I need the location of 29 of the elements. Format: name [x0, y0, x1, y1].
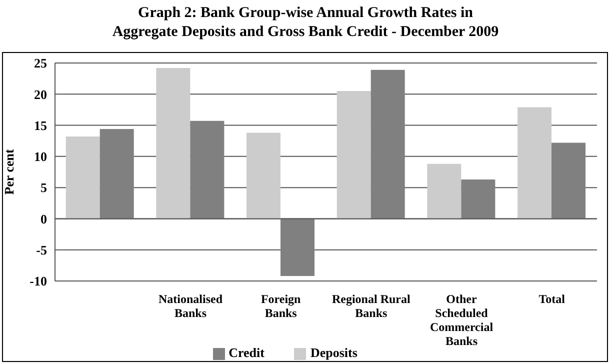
y-tick-label: 15: [34, 118, 48, 133]
x-tick-label: Regional Rural Banks: [332, 292, 411, 320]
bar: [336, 91, 371, 219]
bar: [427, 164, 462, 219]
bar: [280, 218, 315, 276]
x-tick-label: Other Scheduled Commercial Banks: [430, 292, 494, 348]
chart-title: Graph 2: Bank Group-wise Annual Growth Rates in Aggregate Deposits and Gross Bank Credit - December 2009: [111, 4, 500, 42]
y-axis-title: Per cent: [2, 148, 17, 195]
bar: [370, 70, 405, 219]
x-tick-label: Total: [538, 292, 566, 306]
y-tick-label: 25: [34, 56, 48, 71]
y-tick-label: 10: [34, 149, 47, 164]
y-tick-label: -5: [36, 242, 48, 258]
legend-label: Credit: [228, 345, 264, 360]
bar: [246, 132, 281, 219]
legend-label: Deposits: [310, 345, 358, 360]
bar: [552, 142, 586, 219]
bar: [100, 129, 134, 219]
x-tick-label: Foreign Banks: [260, 292, 302, 320]
y-tick-label: 5: [40, 180, 48, 196]
y-tick-label: 0: [40, 211, 47, 226]
y-tick-label: -10: [30, 274, 47, 289]
bar: [190, 120, 224, 219]
bar: [518, 107, 552, 219]
x-tick-label: Nationalised Banks: [158, 292, 223, 320]
bar: [156, 68, 190, 219]
bar: [66, 136, 100, 219]
y-tick-label: 20: [34, 86, 47, 102]
bar: [461, 179, 496, 219]
